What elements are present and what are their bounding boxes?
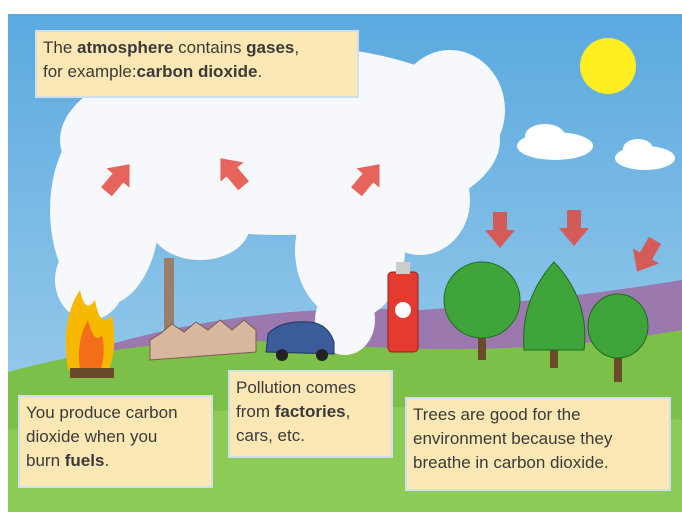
text-run: , (345, 402, 351, 421)
text-run: Trees are good for the (413, 405, 581, 424)
text-box: Trees are good for the environment becaus… (405, 397, 671, 491)
text-run: . (257, 62, 263, 81)
text-line: environment because they (413, 427, 663, 451)
text-line: burn fuels. (26, 449, 205, 473)
text-line: dioxide when you (26, 425, 205, 449)
text-run: fuels (64, 451, 105, 470)
text-line: The atmosphere contains gases, (43, 36, 351, 60)
text-run: Pollution comes (236, 378, 357, 397)
text-run: dioxide when you (26, 427, 158, 446)
text-run: , (294, 38, 300, 57)
text-line: cars, etc. (236, 424, 385, 448)
text-line: for example:carbon dioxide. (43, 60, 351, 84)
car (265, 321, 335, 361)
text-box: The atmosphere contains gases, for exampl… (35, 30, 359, 98)
text-run: atmosphere (77, 38, 174, 57)
chimney (164, 258, 174, 334)
small-clouds (517, 124, 675, 170)
text-run: factories (274, 402, 346, 421)
text-run: environment because they (413, 429, 613, 448)
sun (580, 38, 636, 94)
text-line: from factories, (236, 400, 385, 424)
text-line: breathe in carbon dioxide. (413, 451, 663, 475)
text-run: carbon dioxide (136, 62, 258, 81)
text-line: Trees are good for the (413, 403, 663, 427)
text-run: breathe in carbon dioxide. (413, 453, 609, 472)
text-run: You produce carbon (26, 403, 178, 422)
text-line: Pollution comes (236, 376, 385, 400)
text-run: The (43, 38, 78, 57)
text-run: burn (26, 451, 65, 470)
text-run: . (104, 451, 110, 470)
text-run: from (236, 402, 275, 421)
factory (149, 319, 257, 361)
text-box: You produce carbon dioxide when you burn f… (18, 395, 213, 488)
text-run: contains (173, 38, 247, 57)
spray-can (387, 262, 419, 353)
text-run: for example: (43, 62, 137, 81)
fire (65, 290, 115, 378)
trees (443, 261, 649, 382)
text-run: gases (246, 38, 295, 57)
text-line: You produce carbon (26, 401, 205, 425)
text-box: Pollution comes from factories, cars, etc. (228, 370, 393, 458)
text-run: cars, etc. (236, 426, 305, 445)
